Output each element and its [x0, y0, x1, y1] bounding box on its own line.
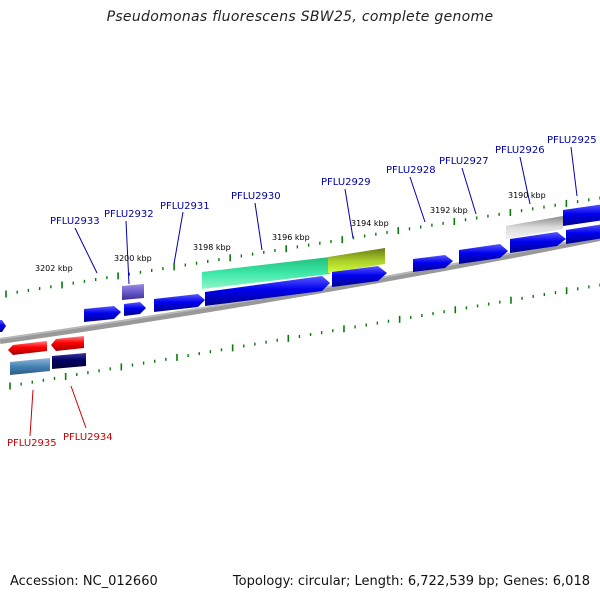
- kbp-label: 3190 kbp: [508, 191, 546, 200]
- gene-pflu2935[interactable]: [8, 341, 47, 355]
- gene-pflu2932[interactable]: [124, 302, 146, 316]
- gene-label-pflu2929[interactable]: PFLU2929: [321, 177, 371, 188]
- genome-summary-text: Topology: circular; Length: 6,722,539 bp…: [232, 574, 590, 589]
- lower-tick-track: [9, 283, 600, 390]
- kbp-labels: 3202 kbp 3200 kbp 3198 kbp 3196 kbp 3194…: [35, 191, 546, 273]
- gene-label-pflu2928[interactable]: PFLU2928: [386, 165, 436, 176]
- gene-labels: PFLU2933 PFLU2932 PFLU2931 PFLU2930 PFLU…: [7, 135, 597, 449]
- kbp-label: 3202 kbp: [35, 264, 73, 273]
- gene-pflu2934[interactable]: [52, 353, 86, 369]
- gene-pflu2932-upper[interactable]: [122, 284, 144, 300]
- gene-label-pflu2933[interactable]: PFLU2933: [50, 216, 100, 227]
- label-leaders: [29, 146, 578, 437]
- gene-pflu2934-red[interactable]: [51, 336, 84, 351]
- gene-label-pflu2931[interactable]: PFLU2931: [160, 201, 210, 212]
- feature-track: [0, 204, 600, 375]
- gene-label-pflu2932[interactable]: PFLU2932: [104, 209, 154, 220]
- gene-label-pflu2934[interactable]: PFLU2934: [63, 432, 113, 443]
- gene-pflu2927[interactable]: [459, 244, 508, 264]
- gene-label-pflu2927[interactable]: PFLU2927: [439, 156, 489, 167]
- gene-pflu2930[interactable]: [205, 276, 330, 306]
- gene-label-pflu2925[interactable]: PFLU2925: [547, 135, 597, 146]
- gene-pflu2926[interactable]: [510, 232, 566, 253]
- gene-label-pflu2926[interactable]: PFLU2926: [495, 145, 545, 156]
- accession-text: Accession: NC_012660: [10, 574, 158, 589]
- gene-pflu2929[interactable]: [332, 266, 387, 287]
- gene-steel[interactable]: [10, 358, 50, 375]
- gene-pflu2925-upper[interactable]: [563, 204, 600, 226]
- gene-pflu2930-upper[interactable]: [202, 257, 330, 289]
- gene-arrow[interactable]: [0, 320, 6, 332]
- kbp-label: 3194 kbp: [351, 219, 389, 228]
- gene-label-pflu2930[interactable]: PFLU2930: [231, 191, 281, 202]
- gene-label-pflu2935[interactable]: PFLU2935: [7, 438, 57, 449]
- gene-pflu2933[interactable]: [84, 306, 121, 322]
- page-title: Pseudomonas fluorescens SBW25, complete …: [106, 9, 494, 25]
- gene-pflu2929-upper[interactable]: [328, 248, 385, 273]
- kbp-label: 3192 kbp: [430, 206, 468, 215]
- upper-tick-track: [5, 196, 600, 298]
- gene-pflu2925[interactable]: [566, 224, 600, 244]
- kbp-label: 3198 kbp: [193, 243, 231, 252]
- gene-pflu2926-upper[interactable]: [506, 216, 563, 239]
- gene-pflu2931[interactable]: [154, 294, 205, 312]
- kbp-label: 3200 kbp: [114, 254, 152, 263]
- kbp-label: 3196 kbp: [272, 233, 310, 242]
- gene-pflu2928[interactable]: [413, 255, 453, 272]
